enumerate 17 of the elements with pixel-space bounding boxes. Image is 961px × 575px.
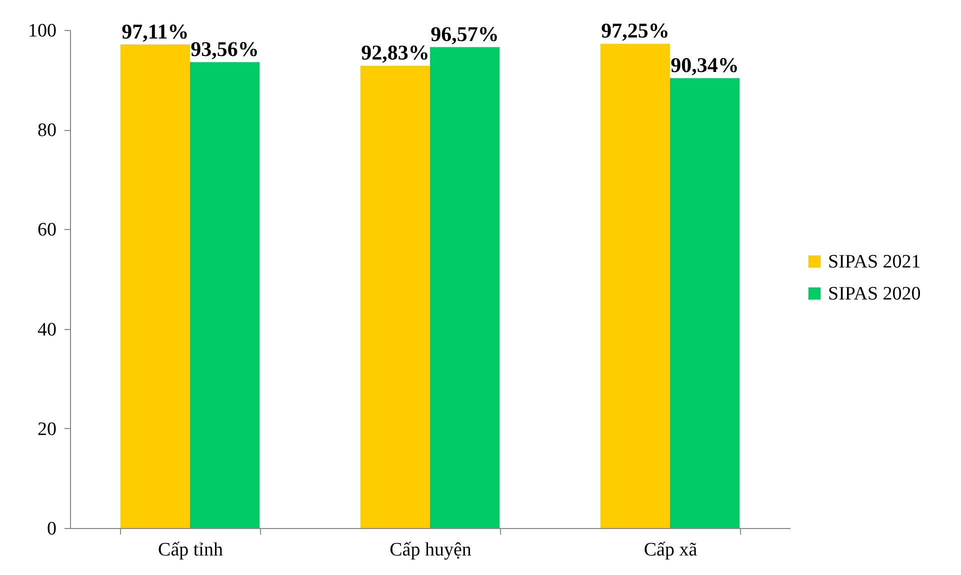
y-tick-label: 0 — [47, 518, 56, 540]
data-label: 92,83% — [361, 40, 430, 65]
data-label: 96,57% — [430, 22, 499, 46]
y-tick-label: 20 — [38, 418, 56, 440]
data-label: 97,11% — [122, 19, 189, 44]
y-tick-label: 80 — [38, 120, 56, 142]
data-label: 97,25% — [601, 18, 670, 43]
x-tick-label: Cấp tỉnh — [158, 540, 224, 560]
legend-label: SIPAS 2020 — [828, 284, 921, 304]
x-tick-label: Cấp huyện — [390, 540, 472, 560]
legend-label: SIPAS 2021 — [828, 252, 921, 272]
y-tick-label: 100 — [28, 20, 56, 42]
data-label: 90,34% — [670, 53, 739, 78]
y-tick-label: 40 — [38, 319, 56, 340]
y-tick-label: 60 — [38, 220, 56, 241]
x-tick-label: Cấp xã — [644, 540, 698, 560]
data-label: 93,56% — [190, 37, 259, 62]
